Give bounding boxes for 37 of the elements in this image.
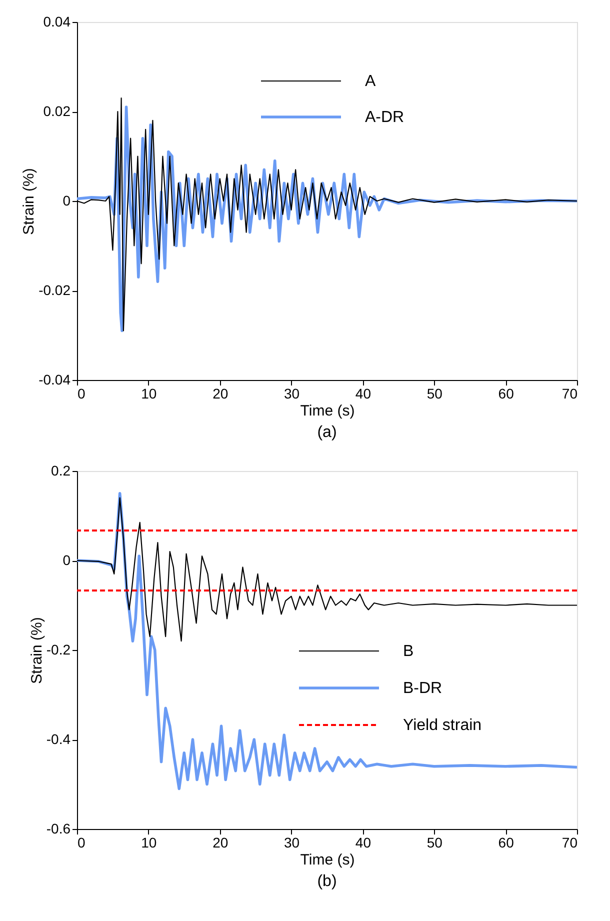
x-axis-title: Time (s) — [300, 852, 355, 868]
x-tick-label: 40 — [355, 386, 372, 402]
x-tick-label: 60 — [498, 386, 514, 402]
x-tick-label: 0 — [78, 834, 86, 850]
x-tick-label: 10 — [141, 834, 157, 850]
x-axis-title: Time (s) — [300, 402, 355, 420]
y-tick-label: -0.2 — [46, 642, 71, 658]
y-tick-label: -0.4 — [46, 731, 71, 747]
legend-label: B — [403, 643, 414, 660]
x-tick-label: 20 — [212, 834, 228, 850]
legend-label: A-DR — [365, 109, 404, 126]
y-tick-label: 0.02 — [43, 103, 71, 119]
x-tick-label: 30 — [284, 834, 300, 850]
text: (a) — [317, 424, 337, 441]
x-tick-label: 0 — [78, 386, 86, 402]
y-tick-label: -0.04 — [38, 372, 71, 388]
x-tick-label: 50 — [426, 834, 443, 850]
x-tick-label: 50 — [426, 386, 443, 402]
y-axis-title: Strain (%) — [20, 168, 38, 235]
y-tick-label: 0 — [62, 552, 71, 568]
legend-label: Yield strain — [403, 717, 482, 734]
y-axis-title: Strain (%) — [28, 617, 46, 684]
x-tick-label: 10 — [141, 386, 157, 402]
y-tick-label: -0.02 — [38, 282, 71, 298]
x-tick-label: 60 — [498, 834, 514, 850]
text: (b) — [317, 873, 337, 890]
y-tick-label: 0.04 — [43, 14, 71, 30]
x-tick-label: 20 — [212, 386, 228, 402]
x-tick-label: 40 — [355, 834, 372, 850]
x-tick-label: 70 — [562, 386, 578, 402]
legend-label: A — [365, 73, 376, 90]
y-tick-label: 0 — [62, 192, 71, 208]
legend-label: B-DR — [403, 680, 442, 697]
y-tick-label: 0.2 — [51, 462, 71, 478]
x-tick-label: 30 — [284, 386, 300, 402]
x-tick-label: 70 — [562, 834, 578, 850]
y-tick-label: -0.6 — [46, 820, 71, 836]
